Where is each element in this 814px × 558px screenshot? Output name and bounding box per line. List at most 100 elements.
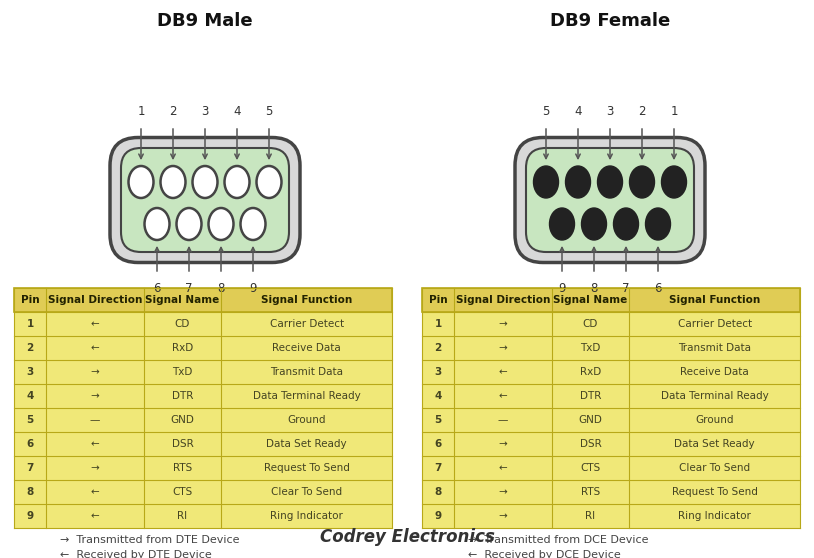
Text: →: →: [499, 487, 507, 497]
Text: 2: 2: [169, 105, 177, 118]
Text: 2: 2: [435, 343, 442, 353]
FancyBboxPatch shape: [526, 148, 694, 252]
Bar: [422, 456, 800, 480]
Text: 5: 5: [265, 105, 273, 118]
Text: RTS: RTS: [581, 487, 600, 497]
Text: 3: 3: [27, 367, 34, 377]
Text: ←: ←: [499, 391, 507, 401]
Ellipse shape: [629, 166, 654, 198]
Bar: [422, 360, 800, 384]
Bar: [14, 408, 392, 432]
Ellipse shape: [566, 166, 590, 198]
Text: 4: 4: [27, 391, 34, 401]
Text: Pin: Pin: [21, 295, 40, 305]
Text: 6: 6: [654, 282, 662, 295]
Text: Transmit Data: Transmit Data: [678, 343, 751, 353]
Text: Ring Indicator: Ring Indicator: [270, 511, 344, 521]
Text: 1: 1: [670, 105, 678, 118]
Ellipse shape: [646, 208, 671, 240]
Text: Signal Function: Signal Function: [261, 295, 352, 305]
Text: Receive Data: Receive Data: [681, 367, 749, 377]
Text: →: →: [499, 439, 507, 449]
Ellipse shape: [662, 166, 686, 198]
Text: Ring Indicator: Ring Indicator: [678, 511, 751, 521]
Text: CTS: CTS: [580, 463, 601, 473]
Text: ←: ←: [90, 319, 99, 329]
Text: RI: RI: [177, 511, 187, 521]
Text: 8: 8: [590, 282, 597, 295]
FancyBboxPatch shape: [515, 137, 705, 262]
Bar: [422, 336, 800, 360]
Text: 2: 2: [638, 105, 646, 118]
Text: →  Transmitted from DTE Device: → Transmitted from DTE Device: [60, 535, 239, 545]
Text: 7: 7: [622, 282, 630, 295]
Text: GND: GND: [171, 415, 195, 425]
Text: 8: 8: [27, 487, 34, 497]
Text: 1: 1: [138, 105, 145, 118]
Text: Signal Function: Signal Function: [669, 295, 760, 305]
Text: RxD: RxD: [580, 367, 601, 377]
Text: ←  Received by DCE Device: ← Received by DCE Device: [468, 550, 621, 558]
Text: DTR: DTR: [172, 391, 193, 401]
Text: →: →: [90, 391, 99, 401]
Bar: [422, 288, 800, 312]
Text: 1: 1: [435, 319, 442, 329]
Text: TxD: TxD: [173, 367, 193, 377]
Text: 8: 8: [435, 487, 442, 497]
Text: Codrey Electronics: Codrey Electronics: [320, 528, 494, 546]
Text: Receive Data: Receive Data: [273, 343, 341, 353]
Text: CTS: CTS: [173, 487, 193, 497]
Text: Carrier Detect: Carrier Detect: [269, 319, 344, 329]
Bar: [422, 432, 800, 456]
Text: RxD: RxD: [172, 343, 193, 353]
Text: ←: ←: [90, 439, 99, 449]
Text: 4: 4: [574, 105, 582, 118]
FancyBboxPatch shape: [110, 137, 300, 262]
Bar: [422, 504, 800, 528]
Text: 6: 6: [435, 439, 442, 449]
Bar: [14, 504, 392, 528]
Text: 2: 2: [27, 343, 34, 353]
Text: →: →: [90, 367, 99, 377]
Text: ←: ←: [90, 343, 99, 353]
Text: RI: RI: [585, 511, 596, 521]
Ellipse shape: [533, 166, 558, 198]
Text: Pin: Pin: [429, 295, 448, 305]
Text: 3: 3: [201, 105, 208, 118]
Text: Signal Direction: Signal Direction: [456, 295, 550, 305]
Text: ←: ←: [499, 367, 507, 377]
Bar: [422, 408, 800, 432]
Text: 8: 8: [217, 282, 225, 295]
Text: Signal Name: Signal Name: [554, 295, 628, 305]
Text: 9: 9: [435, 511, 442, 521]
Text: 3: 3: [606, 105, 614, 118]
Bar: [14, 360, 392, 384]
Text: GND: GND: [579, 415, 602, 425]
Text: Transmit Data: Transmit Data: [270, 367, 344, 377]
Text: CD: CD: [175, 319, 190, 329]
Bar: [14, 336, 392, 360]
Text: 9: 9: [27, 511, 33, 521]
Bar: [422, 312, 800, 336]
Text: Request To Send: Request To Send: [264, 463, 350, 473]
Text: Clear To Send: Clear To Send: [271, 487, 342, 497]
Text: 6: 6: [153, 282, 160, 295]
Bar: [14, 384, 392, 408]
Text: Data Terminal Ready: Data Terminal Ready: [661, 391, 768, 401]
Text: Clear To Send: Clear To Send: [679, 463, 751, 473]
Text: 9: 9: [558, 282, 566, 295]
Text: 5: 5: [542, 105, 549, 118]
Text: Data Set Ready: Data Set Ready: [266, 439, 347, 449]
Text: 5: 5: [435, 415, 442, 425]
Text: DSR: DSR: [580, 439, 602, 449]
Ellipse shape: [597, 166, 623, 198]
Text: Ground: Ground: [287, 415, 326, 425]
Ellipse shape: [240, 208, 265, 240]
Text: 7: 7: [27, 463, 34, 473]
Ellipse shape: [225, 166, 250, 198]
Ellipse shape: [160, 166, 186, 198]
Text: 6: 6: [27, 439, 34, 449]
Text: Signal Direction: Signal Direction: [48, 295, 142, 305]
Ellipse shape: [192, 166, 217, 198]
Text: →  Transmitted from DCE Device: → Transmitted from DCE Device: [468, 535, 649, 545]
